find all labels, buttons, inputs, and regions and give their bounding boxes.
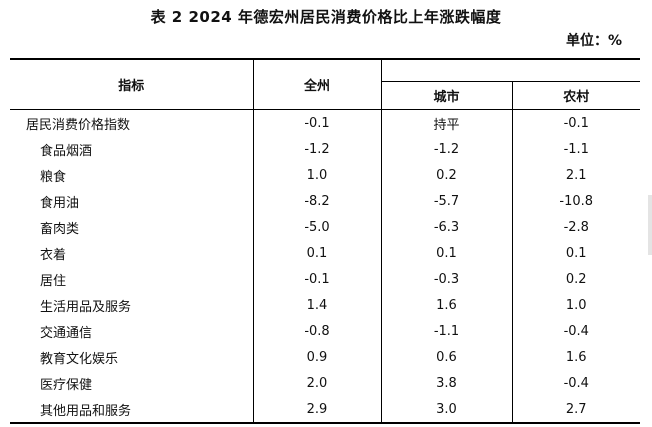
row-rural: -10.8 [511,188,640,214]
table-row: 居住 -0.1 -0.3 0.2 [10,266,640,292]
row-name: 生活用品及服务 [40,299,132,315]
row-name: 衣着 [40,247,67,263]
row-urban: -0.3 [380,266,512,292]
row-total: 1.0 [252,162,381,188]
row-urban: -1.1 [380,318,512,344]
row-rural: -1.1 [511,136,640,162]
row-rural: -0.1 [511,109,640,136]
row-total: 2.0 [252,370,381,396]
unit-label: 单位：% [565,33,622,49]
row-total: -0.1 [252,266,381,292]
row-total: 0.9 [252,344,381,370]
header-total: 全州 [252,59,381,110]
row-name: 其他用品和服务 [40,403,132,419]
table-row: 居民消费价格指数 -0.1 持平 -0.1 [10,109,640,136]
row-name: 交通通信 [40,325,93,341]
table-row: 衣着 0.1 0.1 0.1 [10,240,640,266]
row-rural: -0.4 [511,370,640,396]
row-name: 居民消费价格指数 [26,117,131,133]
table-body: 居民消费价格指数 -0.1 持平 -0.1 食品烟酒 -1.2 -1.2 -1.1 粮食 1.0 0… [10,109,640,423]
table-row: 教育文化娱乐 0.9 0.6 1.6 [10,344,640,370]
table-row: 食品烟酒 -1.2 -1.2 -1.1 [10,136,640,162]
row-urban: 持平 [380,109,512,136]
header-indicator: 指标 [10,59,253,110]
table-row: 食用油 -8.2 -5.7 -10.8 [10,188,640,214]
row-name: 食用油 [40,195,80,211]
row-rural: 0.1 [511,240,640,266]
row-urban: 3.0 [380,396,512,423]
row-name: 教育文化娱乐 [40,351,119,367]
row-name: 畜肉类 [40,221,80,237]
price-change-table: 指标 全州 城市 农村 居民消费价格指数 -0.1 持平 -0.1 食品烟酒 -1.2 -1… [10,58,640,424]
header-rural: 农村 [511,81,640,110]
row-total: -0.8 [252,318,381,344]
row-rural: -0.4 [511,318,640,344]
table-row: 交通通信 -0.8 -1.1 -0.4 [10,318,640,344]
table-row: 畜肉类 -5.0 -6.3 -2.8 [10,214,640,240]
row-total: 0.1 [252,240,381,266]
row-urban: 3.8 [380,370,512,396]
row-rural: -2.8 [511,214,640,240]
row-total: 1.4 [252,292,381,318]
row-name: 居住 [40,273,67,289]
row-urban: -1.2 [380,136,512,162]
row-total: 2.9 [252,396,381,423]
row-rural: 2.1 [511,162,640,188]
header-urban: 城市 [380,81,512,110]
row-rural: 1.6 [511,344,640,370]
row-urban: -5.7 [380,188,512,214]
row-urban: -6.3 [380,214,512,240]
row-name: 粮食 [40,169,67,185]
row-rural: 1.0 [511,292,640,318]
row-total: -8.2 [252,188,381,214]
row-urban: 1.6 [380,292,512,318]
row-name: 食品烟酒 [40,143,93,159]
table-row: 其他用品和服务 2.9 3.0 2.7 [10,396,640,423]
table-title: 表 2 2024 年德宏州居民消费价格比上年涨跌幅度 [150,8,502,26]
header-group-blank [380,59,640,83]
row-total: -0.1 [252,109,381,136]
row-rural: 0.2 [511,266,640,292]
table-row: 粮食 1.0 0.2 2.1 [10,162,640,188]
table-row: 生活用品及服务 1.4 1.6 1.0 [10,292,640,318]
row-total: -1.2 [252,136,381,162]
row-urban: 0.6 [380,344,512,370]
table-row: 医疗保健 2.0 3.8 -0.4 [10,370,640,396]
row-name: 医疗保健 [40,377,93,393]
row-total: -5.0 [252,214,381,240]
row-rural: 2.7 [511,396,640,423]
scrollbar[interactable] [648,195,652,255]
row-urban: 0.2 [380,162,512,188]
row-urban: 0.1 [380,240,512,266]
